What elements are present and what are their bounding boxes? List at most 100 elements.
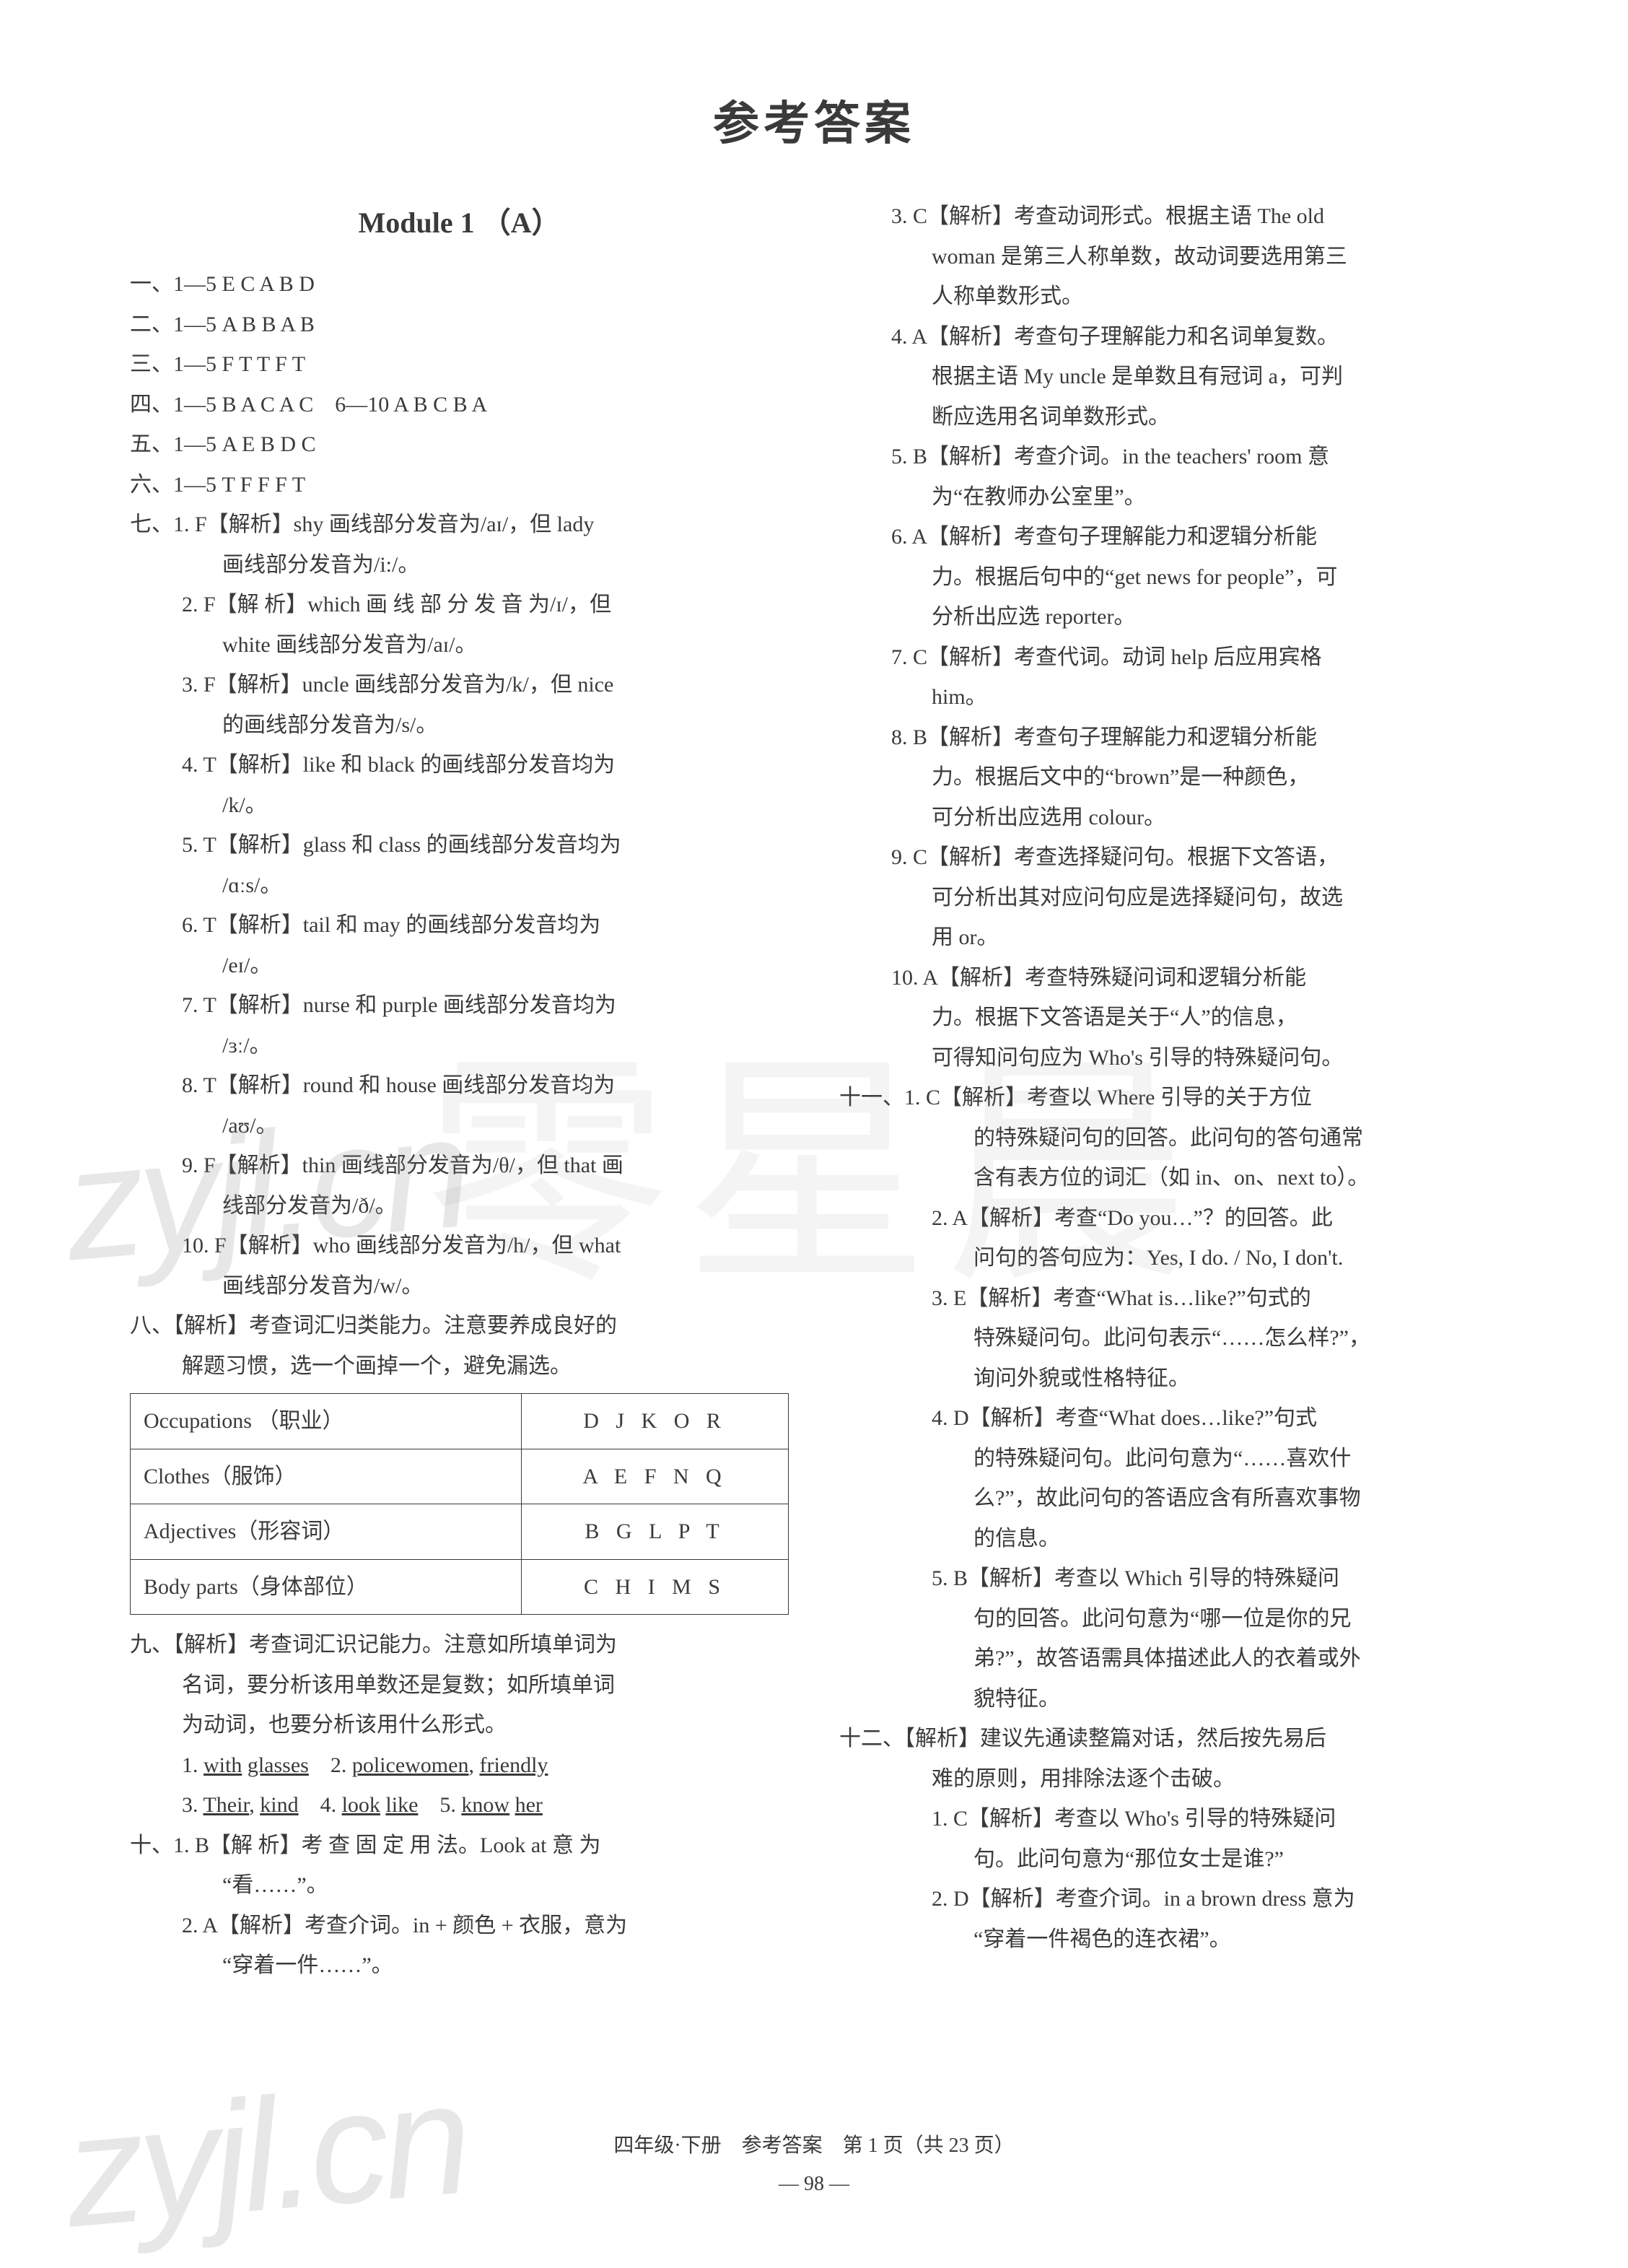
table-cell: Body parts（身体部位）: [131, 1559, 522, 1615]
table-cell: Clothes（服饰）: [131, 1449, 522, 1504]
text-line: 问句的答句应为：Yes, I do. / No, I don't.: [839, 1238, 1498, 1278]
text-line: 八、【解析】考查词汇归类能力。注意要养成良好的: [130, 1306, 789, 1346]
text-line: 句。此问句意为“那位女士是谁?”: [839, 1839, 1498, 1880]
table-row: Occupations （职业）D J K O R: [131, 1394, 789, 1449]
text-line: 力。根据下文答语是关于“人”的信息，: [839, 998, 1498, 1038]
table-cell: Adjectives（形容词）: [131, 1504, 522, 1560]
text-line: 难的原则，用排除法逐个击破。: [839, 1759, 1498, 1800]
text-line: “穿着一件褐色的连衣裙”。: [839, 1919, 1498, 1960]
text-line: 分析出应选 reporter。: [839, 597, 1498, 637]
text-line: 断应选用名词单数形式。: [839, 397, 1498, 437]
text-line: 1. with glasses 2. policewomen, friendly: [130, 1745, 789, 1786]
text-line: 十一、1. C【解析】考查以 Where 引导的关于方位: [839, 1078, 1498, 1118]
text-line: 的画线部分发音为/s/。: [130, 705, 789, 746]
table-cell: B G L P T: [522, 1504, 789, 1560]
text-line: 一、1—5 E C A B D: [130, 264, 789, 305]
text-line: 5. B【解析】考查介词。in the teachers' room 意: [839, 437, 1498, 477]
text-line: him。: [839, 677, 1498, 718]
text-line: 解题习惯，选一个画掉一个，避免漏选。: [130, 1346, 789, 1387]
text-line: 4. D【解析】考查“What does…like?”句式: [839, 1398, 1498, 1439]
footer-line-2: — 98 —: [0, 2165, 1628, 2203]
text-line: 貌特征。: [839, 1679, 1498, 1719]
text-line: 4. T【解析】like 和 black 的画线部分发音均为: [130, 745, 789, 785]
text-line: woman 是第三人称单数，故动词要选用第三: [839, 237, 1498, 277]
text-line: 7. C【解析】考查代词。动词 help 后应用宾格: [839, 637, 1498, 678]
text-line: /ɑːs/。: [130, 865, 789, 906]
text-line: 二、1—5 A B B A B: [130, 305, 789, 345]
text-line: 5. B【解析】考查以 Which 引导的特殊疑问: [839, 1558, 1498, 1599]
text-line: /aʊ/。: [130, 1106, 789, 1146]
text-line: 弟?”，故答语需具体描述此人的衣着或外: [839, 1639, 1498, 1679]
text-line: 4. A【解析】考查句子理解能力和名词单复数。: [839, 317, 1498, 357]
text-line: /eɪ/。: [130, 946, 789, 986]
two-column-layout: Module 1 （A） 一、1—5 E C A B D二、1—5 A B B …: [130, 196, 1498, 1986]
text-line: 含有表方位的词汇（如 in、on、next to）。: [839, 1158, 1498, 1198]
text-line: “看……”。: [130, 1865, 789, 1906]
text-line: 特殊疑问句。此问句表示“……怎么样?”，: [839, 1318, 1498, 1358]
text-line: 线部分发音为/ð/。: [130, 1186, 789, 1226]
text-line: “穿着一件……”。: [130, 1945, 789, 1986]
table-cell: C H I M S: [522, 1559, 789, 1615]
text-line: 七、1. F【解析】shy 画线部分发音为/aɪ/，但 lady: [130, 505, 789, 545]
page-footer: 四年级·下册 参考答案 第 1 页（共 23 页） — 98 —: [0, 2127, 1628, 2203]
text-line: 六、1—5 T F F F T: [130, 465, 789, 505]
text-line: 四、1—5 B A C A C 6—10 A B C B A: [130, 385, 789, 425]
text-line: 3. E【解析】考查“What is…like?”句式的: [839, 1278, 1498, 1319]
text-line: 为“在教师办公室里”。: [839, 477, 1498, 518]
text-line: 三、1—5 F T T F T: [130, 344, 789, 385]
right-column: 3. C【解析】考查动词形式。根据主语 The oldwoman 是第三人称单数…: [839, 196, 1498, 1986]
table-cell: Occupations （职业）: [131, 1394, 522, 1449]
text-line: 名词，要分析该用单数还是复数；如所填单词: [130, 1665, 789, 1706]
text-line: 2. D【解析】考查介词。in a brown dress 意为: [839, 1879, 1498, 1919]
text-line: 3. Their, kind 4. look like 5. know her: [130, 1785, 789, 1826]
text-line: 可得知问句应为 Who's 引导的特殊疑问句。: [839, 1038, 1498, 1078]
table-row: Clothes（服饰）A E F N Q: [131, 1449, 789, 1504]
text-line: 6. T【解析】tail 和 may 的画线部分发音均为: [130, 905, 789, 946]
text-line: 的特殊疑问句。此问句意为“……喜欢什: [839, 1439, 1498, 1479]
text-line: 可分析出其对应问句应是选择疑问句，故选: [839, 878, 1498, 918]
text-line: 的特殊疑问句的回答。此问句的答句通常: [839, 1118, 1498, 1159]
text-line: 9. F【解析】thin 画线部分发音为/θ/，但 that 画: [130, 1146, 789, 1186]
text-line: 十、1. B【解 析】考 查 固 定 用 法。Look at 意 为: [130, 1826, 789, 1866]
text-line: 句的回答。此问句意为“哪一位是你的兄: [839, 1599, 1498, 1639]
text-line: 根据主语 My uncle 是单数且有冠词 a，可判: [839, 357, 1498, 397]
text-line: 力。根据后文中的“brown”是一种颜色，: [839, 757, 1498, 798]
text-line: 的信息。: [839, 1519, 1498, 1559]
text-line: 画线部分发音为/w/。: [130, 1266, 789, 1307]
text-line: 力。根据后句中的“get news for people”，可: [839, 557, 1498, 598]
classification-table: Occupations （职业）D J K O RClothes（服饰）A E …: [130, 1393, 789, 1615]
text-line: 人称单数形式。: [839, 276, 1498, 317]
text-line: 可分析出应选用 colour。: [839, 798, 1498, 838]
table-row: Body parts（身体部位）C H I M S: [131, 1559, 789, 1615]
table-cell: A E F N Q: [522, 1449, 789, 1504]
text-line: 五、1—5 A E B D C: [130, 424, 789, 465]
text-line: 用 or。: [839, 917, 1498, 958]
text-line: 8. T【解析】round 和 house 画线部分发音均为: [130, 1065, 789, 1106]
text-line: 2. A【解析】考查介词。in + 颜色 + 衣服，意为: [130, 1906, 789, 1946]
table-row: Adjectives（形容词）B G L P T: [131, 1504, 789, 1560]
text-line: 询问外貌或性格特征。: [839, 1358, 1498, 1399]
text-line: 九、【解析】考查词汇识记能力。注意如所填单词为: [130, 1625, 789, 1665]
text-line: 2. F【解 析】which 画 线 部 分 发 音 为/ɪ/，但: [130, 585, 789, 625]
text-line: /ɜː/。: [130, 1026, 789, 1066]
text-line: 3. C【解析】考查动词形式。根据主语 The old: [839, 196, 1498, 237]
text-line: 3. F【解析】uncle 画线部分发音为/k/，但 nice: [130, 665, 789, 705]
text-line: 10. F【解析】who 画线部分发音为/h/，但 what: [130, 1226, 789, 1266]
text-line: 为动词，也要分析该用什么形式。: [130, 1705, 789, 1745]
module-heading: Module 1 （A）: [130, 196, 789, 250]
text-line: 画线部分发音为/i:/。: [130, 545, 789, 585]
text-line: 十二、【解析】建议先通读整篇对话，然后按先易后: [839, 1719, 1498, 1759]
text-line: 么?”，故此问句的答语应含有所喜欢事物: [839, 1478, 1498, 1519]
text-line: 9. C【解析】考查选择疑问句。根据下文答语，: [839, 837, 1498, 878]
page-title: 参考答案: [130, 87, 1498, 153]
text-line: 5. T【解析】glass 和 class 的画线部分发音均为: [130, 825, 789, 865]
text-line: 8. B【解析】考查句子理解能力和逻辑分析能: [839, 718, 1498, 758]
text-line: 2. A【解析】考查“Do you…”？的回答。此: [839, 1198, 1498, 1239]
text-line: /k/。: [130, 785, 789, 826]
text-line: 1. C【解析】考查以 Who's 引导的特殊疑问: [839, 1799, 1498, 1839]
table-cell: D J K O R: [522, 1394, 789, 1449]
left-column: Module 1 （A） 一、1—5 E C A B D二、1—5 A B B …: [130, 196, 789, 1986]
text-line: 7. T【解析】nurse 和 purple 画线部分发音均为: [130, 985, 789, 1026]
footer-line-1: 四年级·下册 参考答案 第 1 页（共 23 页）: [0, 2127, 1628, 2165]
text-line: white 画线部分发音为/aɪ/。: [130, 625, 789, 666]
